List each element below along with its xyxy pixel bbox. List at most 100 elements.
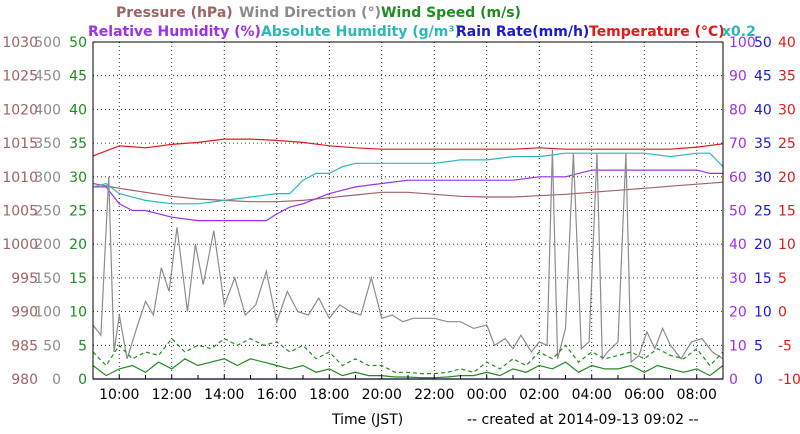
y-tick-label-wind_speed: 20 — [69, 237, 87, 253]
plot-frame — [92, 41, 724, 380]
legend-relative-humidity: Relative Humidity (%) — [88, 24, 261, 40]
y-tick-label-temperature: 30 — [778, 102, 796, 118]
y-tick-label-pressure: 1025 — [2, 69, 38, 85]
y-tick-label-humidity: 10 — [729, 338, 747, 354]
legend: Pressure (hPa) Wind Direction (°) Wind S… — [88, 5, 756, 40]
x-tick-label: 22:00 — [414, 387, 454, 403]
y-tick-label-wind_direction: 50 — [43, 338, 61, 354]
y-tick-label-wind_speed: 35 — [69, 136, 87, 152]
legend-absolute-humidity: Absolute Humidity (g/m³) — [261, 24, 461, 40]
legend-rain-rate: Rain Rate(mm/h) — [456, 24, 589, 40]
y-tick-label-pressure: 980 — [11, 372, 38, 388]
y-tick-label-temperature: 0 — [778, 305, 787, 321]
series-line-absolute-humidity — [92, 152, 724, 205]
y-tick-label-rain: 10 — [754, 305, 772, 321]
y-tick-label-humidity: 20 — [729, 305, 747, 321]
y-tick-label-temperature: 35 — [778, 69, 796, 85]
y-tick-label-pressure: 990 — [11, 305, 38, 321]
grid-lines — [93, 42, 723, 379]
x-tick-label: 12:00 — [152, 387, 192, 403]
series-line-pressure — [92, 181, 724, 203]
y-tick-label-wind_direction: 350 — [34, 136, 61, 152]
y-tick-label-humidity: 80 — [729, 102, 747, 118]
series-line-relative-humidity — [93, 169, 723, 222]
y-tick-label-wind_direction: 250 — [34, 204, 61, 220]
y-tick-label-temperature: 15 — [778, 204, 796, 220]
x-tick-label: 20:00 — [362, 387, 402, 403]
y-tick-label-temperature: 20 — [778, 170, 796, 186]
series-line-wind-direction — [92, 149, 724, 364]
y-tick-label-humidity: 60 — [729, 170, 747, 186]
y-tick-label-temperature: 5 — [778, 271, 787, 287]
y-tick-label-humidity: 30 — [729, 271, 747, 287]
x-tick-label: 02:00 — [519, 387, 559, 403]
y-tick-label-rain: 20 — [754, 237, 772, 253]
y-tick-label-rain: 5 — [754, 338, 763, 354]
y-tick-label-pressure: 1005 — [2, 204, 38, 220]
y-tick-label-wind_speed: 0 — [78, 372, 87, 388]
y-tick-label-humidity: 0 — [729, 372, 738, 388]
y-tick-label-temperature: 10 — [778, 237, 796, 253]
series-line-temperature — [92, 138, 724, 157]
y-tick-label-wind_direction: 500 — [34, 35, 61, 51]
series-group — [92, 138, 724, 380]
y-tick-label-temperature: 40 — [778, 35, 796, 51]
y-tick-label-pressure: 1030 — [2, 35, 38, 51]
y-tick-label-wind_direction: 200 — [34, 237, 61, 253]
y-tick-label-humidity: 40 — [729, 237, 747, 253]
y-tick-label-wind_direction: 100 — [34, 305, 61, 321]
x-tick-label: 18:00 — [309, 387, 349, 403]
legend-temperature: Temperature (°C) — [589, 24, 725, 40]
y-tick-label-pressure: 985 — [11, 338, 38, 354]
y-tick-label-wind_speed: 30 — [69, 170, 87, 186]
y-tick-label-humidity: 90 — [729, 69, 747, 85]
y-tick-label-rain: 15 — [754, 271, 772, 287]
y-tick-label-rain: 45 — [754, 69, 772, 85]
created-timestamp: -- created at 2014-09-13 09:02 -- — [467, 412, 699, 428]
y-tick-label-wind_direction: 300 — [34, 170, 61, 186]
y-tick-label-wind_speed: 15 — [69, 271, 87, 287]
x-tick-label: 04:00 — [572, 387, 612, 403]
y-tick-label-pressure: 1010 — [2, 170, 38, 186]
y-tick-label-pressure: 1000 — [2, 237, 38, 253]
y-tick-label-wind_speed: 10 — [69, 305, 87, 321]
axis-ticks: 10:00 12:00 14:00 16:00 18:00 20:00 22:00 00:00… — [2, 35, 800, 403]
legend-pressure: Pressure (hPa) — [116, 5, 233, 21]
x-tick-label: 16:00 — [257, 387, 297, 403]
x-tick-label: 00:00 — [467, 387, 507, 403]
x-tick-label: 08:00 — [677, 387, 717, 403]
x-tick-label: 06:00 — [624, 387, 664, 403]
y-tick-label-humidity: 70 — [729, 136, 747, 152]
y-tick-label-wind_speed: 50 — [69, 35, 87, 51]
y-tick-label-rain: 40 — [754, 102, 772, 118]
series-line-wind-speed — [92, 358, 724, 379]
y-tick-label-humidity: 100 — [729, 35, 756, 51]
y-tick-label-wind_direction: 0 — [52, 372, 61, 388]
y-tick-label-pressure: 1020 — [2, 102, 38, 118]
y-tick-label-wind_speed: 5 — [78, 338, 87, 354]
y-tick-label-humidity: 50 — [729, 204, 747, 220]
x-axis-title: Time (JST) — [331, 412, 403, 428]
y-tick-label-temperature: -10 — [778, 372, 800, 388]
y-tick-label-wind_direction: 450 — [34, 69, 61, 85]
y-tick-label-rain: 30 — [754, 170, 772, 186]
y-tick-label-temperature: 25 — [778, 136, 796, 152]
y-tick-label-pressure: 995 — [11, 271, 38, 287]
y-tick-label-pressure: 1015 — [2, 136, 38, 152]
y-tick-label-wind_speed: 40 — [69, 102, 87, 118]
y-tick-label-wind_speed: 25 — [69, 204, 87, 220]
y-tick-label-rain: 0 — [754, 372, 763, 388]
y-tick-label-wind_speed: 45 — [69, 69, 87, 85]
y-tick-label-rain: 35 — [754, 136, 772, 152]
y-tick-label-wind_direction: 150 — [34, 271, 61, 287]
y-tick-label-temperature: -5 — [778, 338, 792, 354]
y-tick-label-wind_direction: 400 — [34, 102, 61, 118]
legend-wind-speed: Wind Speed (m/s) — [381, 5, 521, 21]
series-line-wind-speed-gust- — [92, 337, 724, 375]
x-tick-label: 14:00 — [204, 387, 244, 403]
legend-scale-note: x0.2 — [722, 24, 756, 40]
legend-wind-direction: Wind Direction (°) — [239, 5, 381, 21]
x-tick-label: 10:00 — [99, 387, 139, 403]
y-tick-label-rain: 25 — [754, 204, 772, 220]
